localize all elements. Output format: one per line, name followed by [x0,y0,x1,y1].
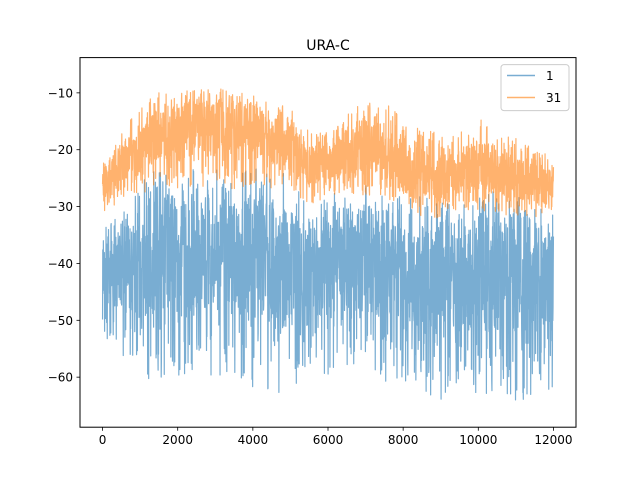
y-tick-label: −60 [48,371,73,385]
y-tick-label: −40 [48,257,73,271]
x-tick-label: 0 [99,433,107,447]
y-tick-label: −30 [48,200,73,214]
legend-label-series-31: 31 [546,91,561,105]
legend: 1 31 [500,64,570,112]
x-tick-label: 4000 [238,433,269,447]
x-tick-label: 12000 [534,433,572,447]
series-line-31 [101,88,555,219]
series-line-1 [101,168,555,401]
x-tick-label: 10000 [459,433,497,447]
x-tick-label: 6000 [313,433,344,447]
series-layer [101,88,555,401]
y-tick-label: −10 [48,86,73,100]
x-tick-label: 2000 [162,433,193,447]
x-axis: 0 2000 4000 6000 8000 10000 12000 [99,427,573,447]
y-tick-label: −20 [48,143,73,157]
y-axis: −10 −20 −30 −40 −50 −60 [48,86,80,385]
x-tick-label: 8000 [388,433,419,447]
legend-label-series-1: 1 [546,69,554,83]
y-tick-label: −50 [48,314,73,328]
chart-title: URA-C [306,38,350,54]
